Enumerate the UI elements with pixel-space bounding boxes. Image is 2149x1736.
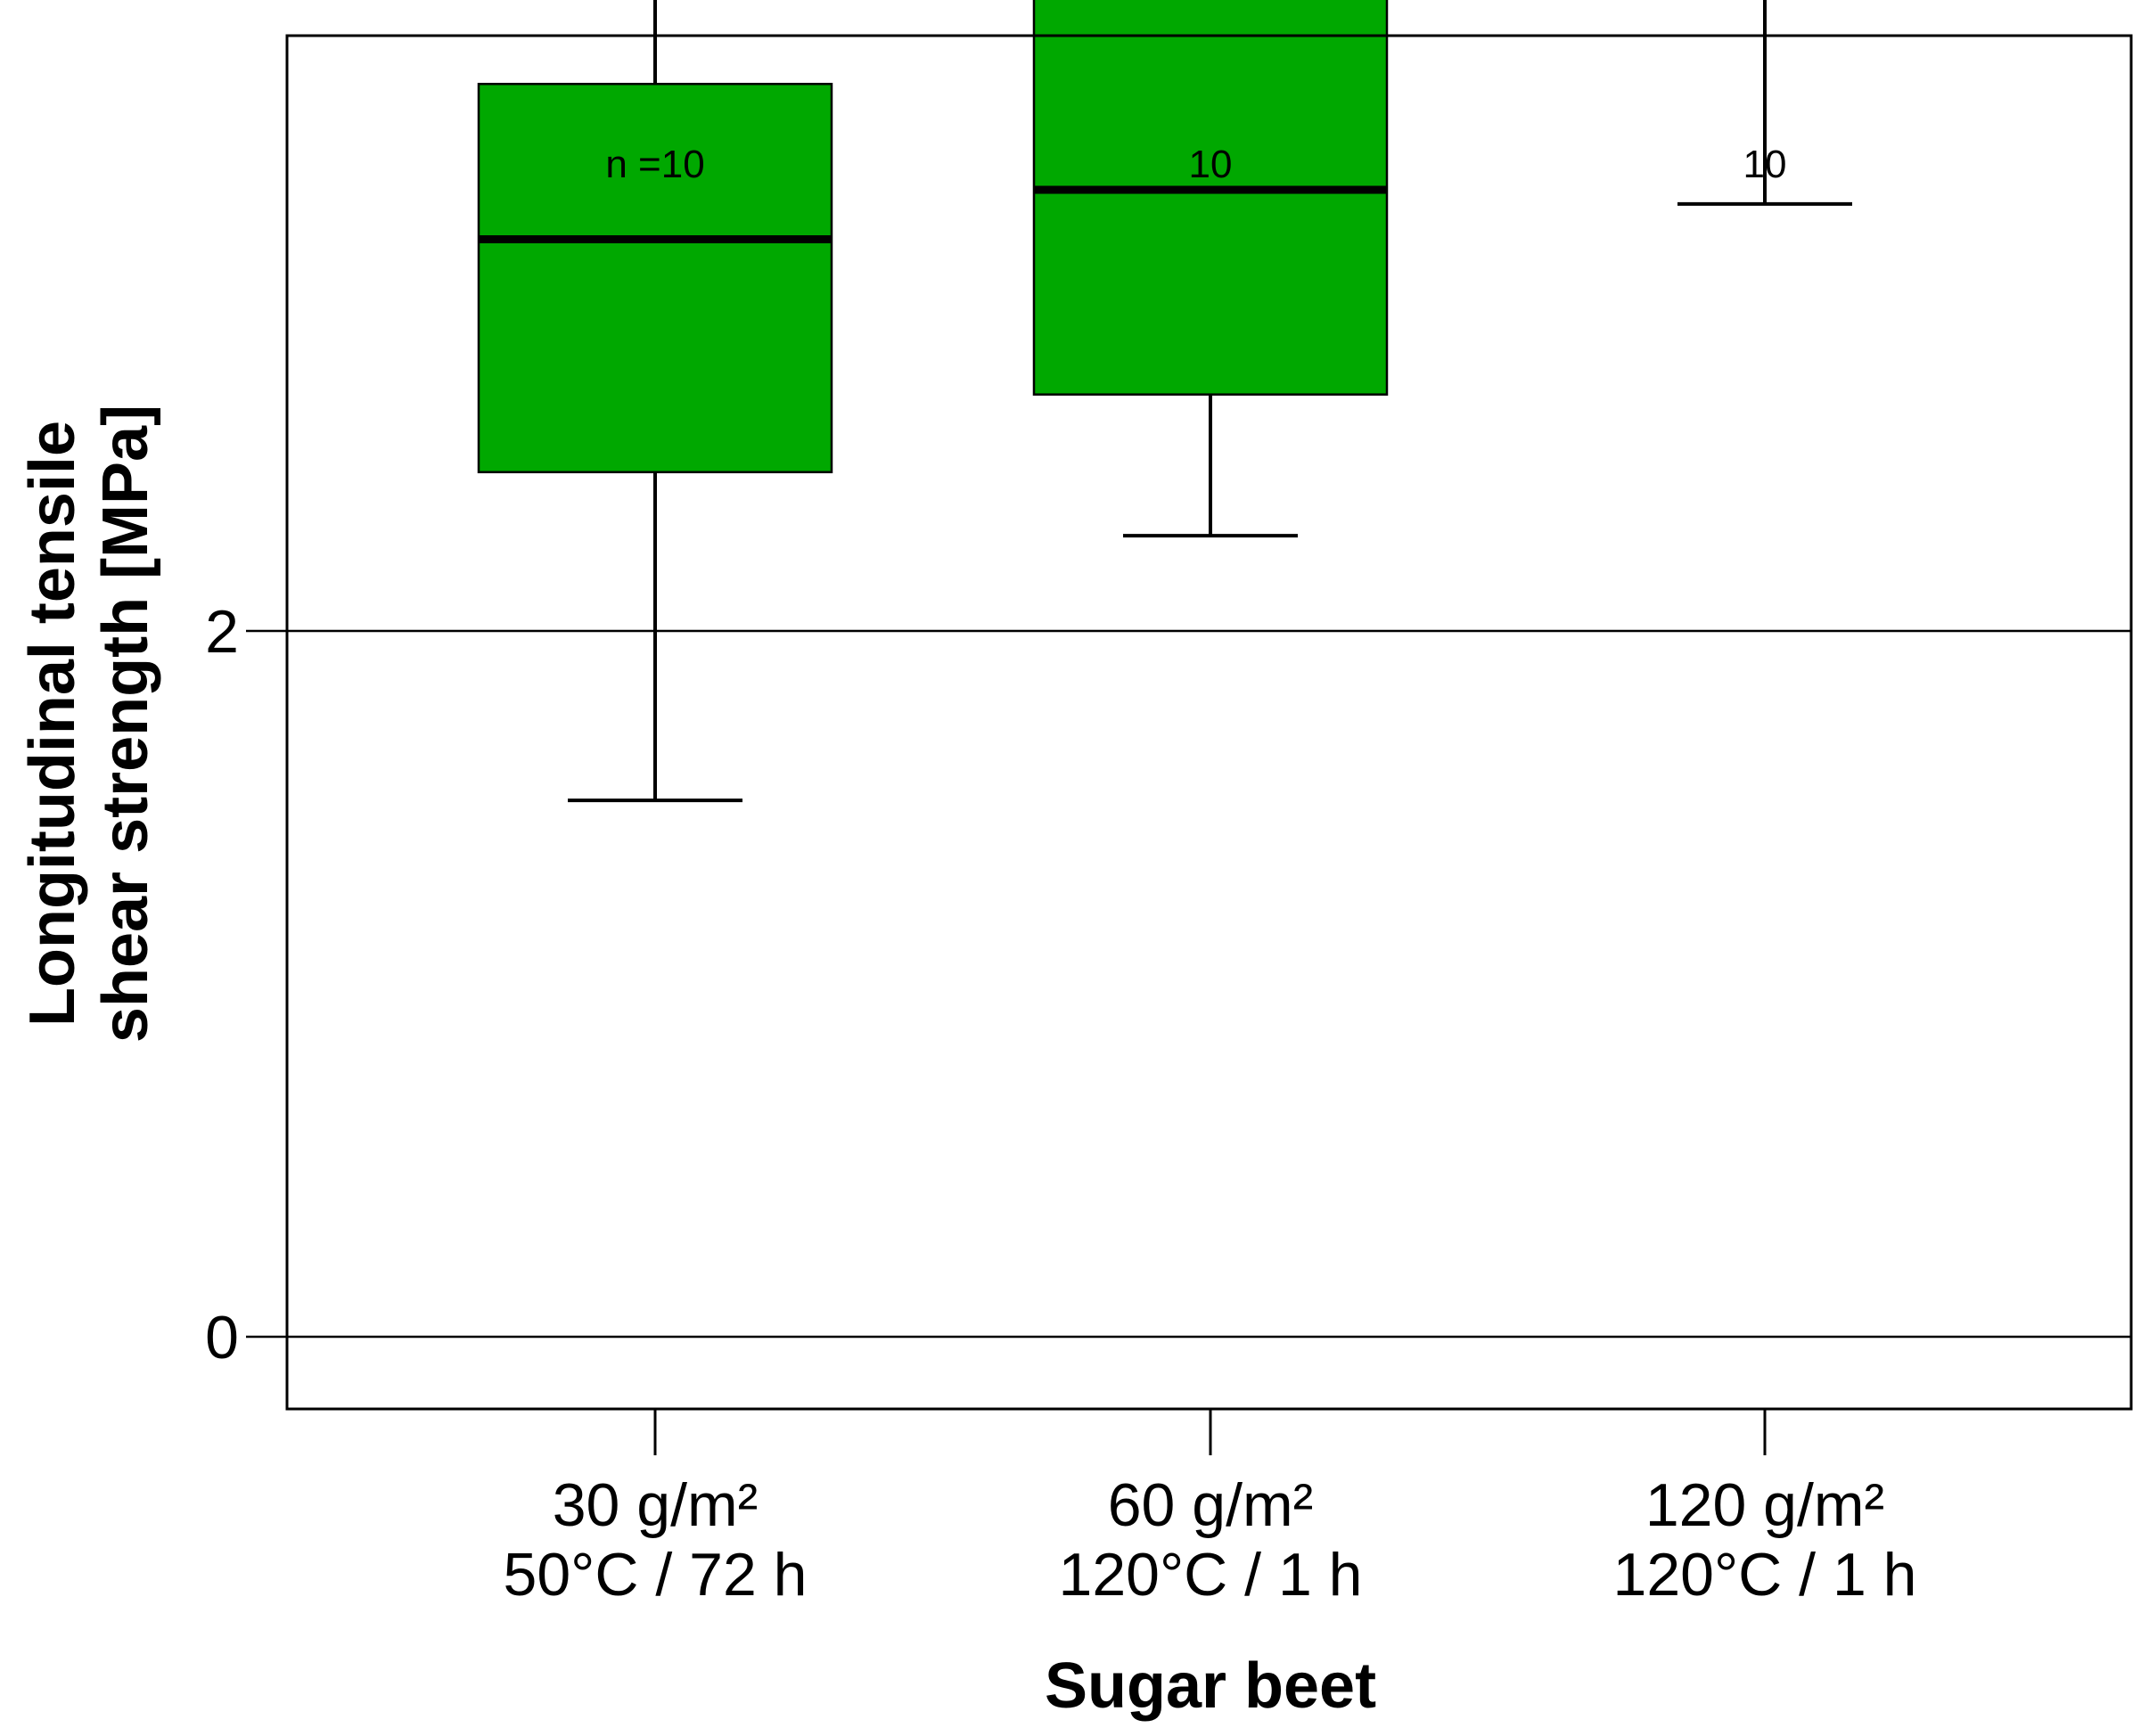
x-tick-label: 120°C / 1 h	[1059, 1541, 1363, 1609]
gridlines	[287, 629, 2131, 1339]
n-label-2: 10	[1189, 143, 1233, 186]
box-group-2	[1032, 0, 1389, 538]
axes: 0246	[205, 598, 1767, 1455]
x-tick-label: 120 g/m²	[1645, 1471, 1884, 1539]
boxes	[477, 0, 1852, 803]
x-tick-label: 30 g/m²	[553, 1471, 759, 1539]
iqr-box	[477, 82, 833, 474]
y-tick-label: 0	[205, 1304, 239, 1372]
box-group-1	[477, 0, 833, 803]
n-label-1: n =10	[605, 143, 704, 186]
box-group-3	[1677, 0, 1852, 206]
iqr-box	[1032, 0, 1389, 396]
x-tick-label: 120°C / 1 h	[1613, 1541, 1917, 1609]
y-tick-label: 2	[205, 598, 239, 666]
y-axis-title: Longitudinal tensile shear strength [MPa…	[17, 405, 161, 1043]
y-axis-title-line-2: shear strength [MPa]	[90, 405, 161, 1043]
y-axis-title-line-1: Longitudinal tensile	[17, 421, 88, 1027]
x-axis-title: Sugar beet	[1045, 1650, 1376, 1722]
x-tick-label: 50°C / 72 h	[504, 1541, 808, 1609]
x-tick-label: 60 g/m²	[1108, 1471, 1314, 1539]
n-label-3: 10	[1743, 143, 1787, 186]
